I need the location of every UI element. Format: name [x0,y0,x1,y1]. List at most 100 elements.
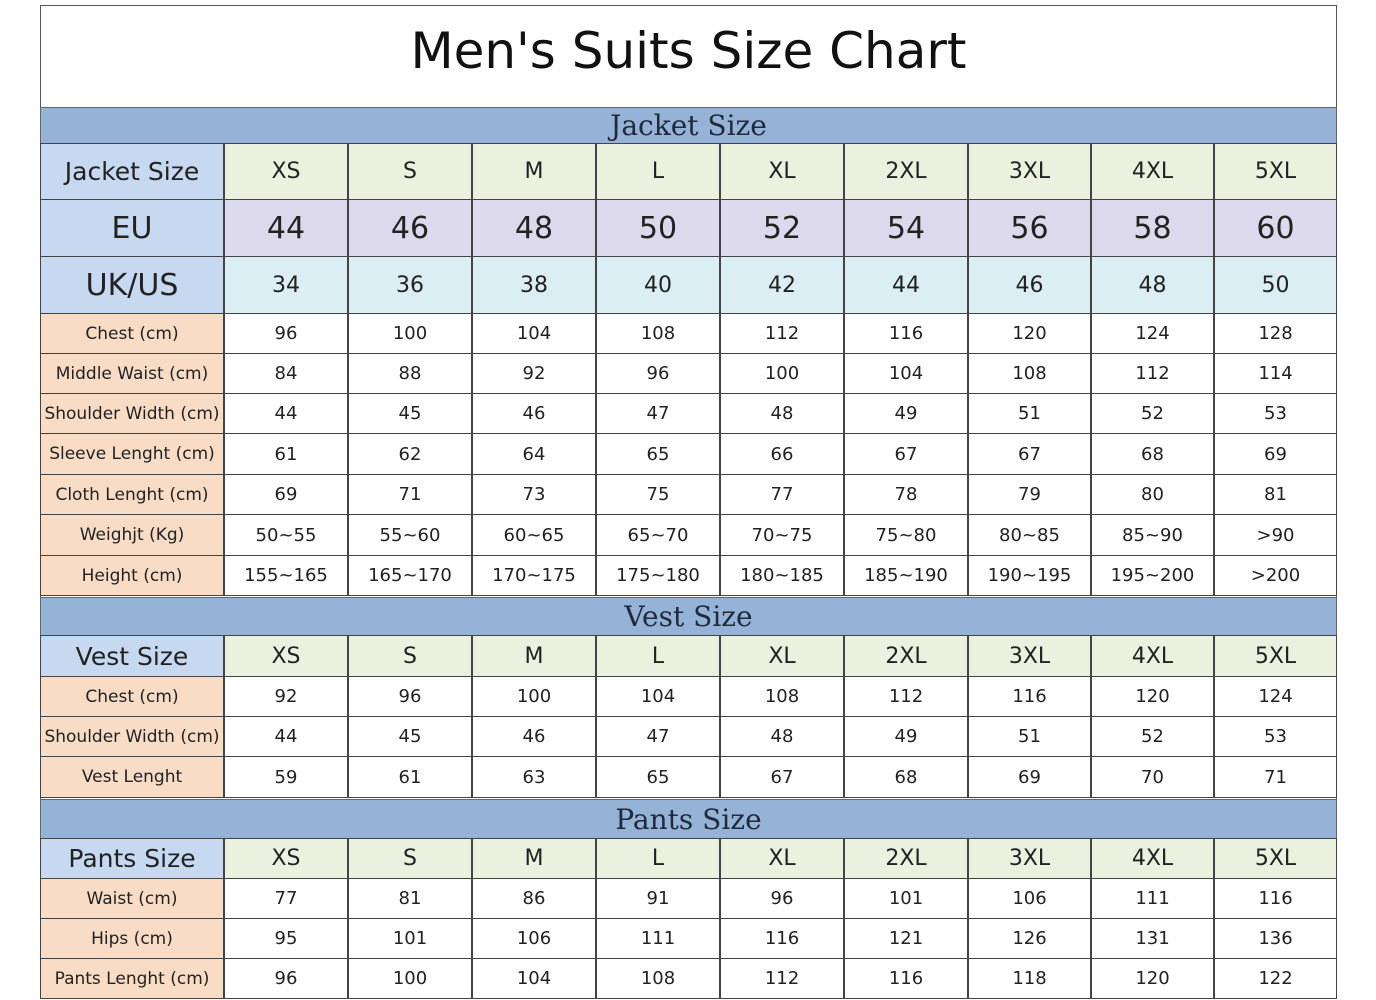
table-cell: 49 [844,393,968,434]
table-cell: >200 [1214,555,1337,596]
size-header: 5XL [1214,635,1337,677]
row-label: Cloth Lenght (cm) [40,474,224,515]
table-cell: 104 [472,958,596,999]
table-cell: 104 [472,313,596,354]
table-cell: 61 [224,433,348,475]
size-header: 2XL [844,635,968,677]
table-cell: 81 [348,878,472,919]
table-cell: 86 [472,878,596,919]
row-label: Sleeve Lenght (cm) [40,433,224,475]
table-cell: 42 [720,256,844,314]
size-header: 3XL [968,838,1091,879]
table-cell: 155~165 [224,555,348,596]
table-cell: 170~175 [472,555,596,596]
table-cell: 80 [1091,474,1214,515]
table-cell: 68 [1091,433,1214,475]
table-cell: 101 [844,878,968,919]
table-cell: 81 [1214,474,1337,515]
size-header: 4XL [1091,143,1214,200]
table-cell: 96 [720,878,844,919]
table-cell: 44 [844,256,968,314]
table-cell: 100 [348,958,472,999]
header-label: Jacket Size [40,143,224,200]
row-label: Middle Waist (cm) [40,353,224,394]
table-cell: 116 [844,313,968,354]
table-cell: 71 [1214,756,1337,798]
table-cell: 185~190 [844,555,968,596]
size-header: 4XL [1091,838,1214,879]
size-header: XS [224,838,348,879]
table-cell: 104 [596,676,720,717]
table-cell: 52 [1091,393,1214,434]
table-cell: 53 [1214,716,1337,757]
table-cell: 121 [844,918,968,959]
table-cell: 44 [224,393,348,434]
row-label: Vest Lenght [40,756,224,798]
table-cell: 85~90 [1091,514,1214,556]
table-cell: 59 [224,756,348,798]
table-cell: 118 [968,958,1091,999]
table-cell: 50 [596,199,720,257]
table-cell: 111 [1091,878,1214,919]
table-cell: 116 [968,676,1091,717]
table-cell: 77 [720,474,844,515]
row-label: Chest (cm) [40,676,224,717]
table-cell: 38 [472,256,596,314]
size-header: M [472,635,596,677]
table-cell: 67 [720,756,844,798]
table-cell: 108 [596,313,720,354]
table-cell: 51 [968,393,1091,434]
size-header: M [472,143,596,200]
table-cell: 112 [720,313,844,354]
table-cell: 126 [968,918,1091,959]
row-label: Waist (cm) [40,878,224,919]
size-header: S [348,838,472,879]
table-cell: 51 [968,716,1091,757]
table-cell: 50~55 [224,514,348,556]
table-cell: 108 [968,353,1091,394]
row-label: Shoulder Width (cm) [40,716,224,757]
size-header: 4XL [1091,635,1214,677]
table-cell: 106 [472,918,596,959]
table-cell: 175~180 [596,555,720,596]
section-heading: Vest Size [40,597,1337,636]
table-cell: 46 [472,393,596,434]
table-cell: 91 [596,878,720,919]
table-cell: 73 [472,474,596,515]
size-header: 5XL [1214,143,1337,200]
row-label: EU [40,199,224,257]
table-cell: 55~60 [348,514,472,556]
table-cell: 112 [1091,353,1214,394]
table-cell: 101 [348,918,472,959]
table-cell: 60~65 [472,514,596,556]
table-cell: 67 [968,433,1091,475]
table-cell: 54 [844,199,968,257]
table-cell: 116 [720,918,844,959]
table-cell: 96 [348,676,472,717]
table-cell: 77 [224,878,348,919]
table-cell: 45 [348,716,472,757]
table-cell: 46 [348,199,472,257]
table-cell: 100 [720,353,844,394]
table-cell: 70 [1091,756,1214,798]
table-cell: 63 [472,756,596,798]
table-cell: 165~170 [348,555,472,596]
table-cell: 100 [472,676,596,717]
table-cell: 40 [596,256,720,314]
table-cell: 112 [720,958,844,999]
table-cell: 111 [596,918,720,959]
size-header: XS [224,635,348,677]
size-header: 3XL [968,143,1091,200]
table-cell: 128 [1214,313,1337,354]
table-cell: 34 [224,256,348,314]
table-cell: 116 [844,958,968,999]
table-cell: 104 [844,353,968,394]
section-heading: Jacket Size [40,107,1337,144]
table-cell: 52 [720,199,844,257]
table-cell: 71 [348,474,472,515]
size-header: XL [720,838,844,879]
table-cell: 61 [348,756,472,798]
table-cell: 44 [224,199,348,257]
table-cell: 108 [596,958,720,999]
header-label: Pants Size [40,838,224,879]
